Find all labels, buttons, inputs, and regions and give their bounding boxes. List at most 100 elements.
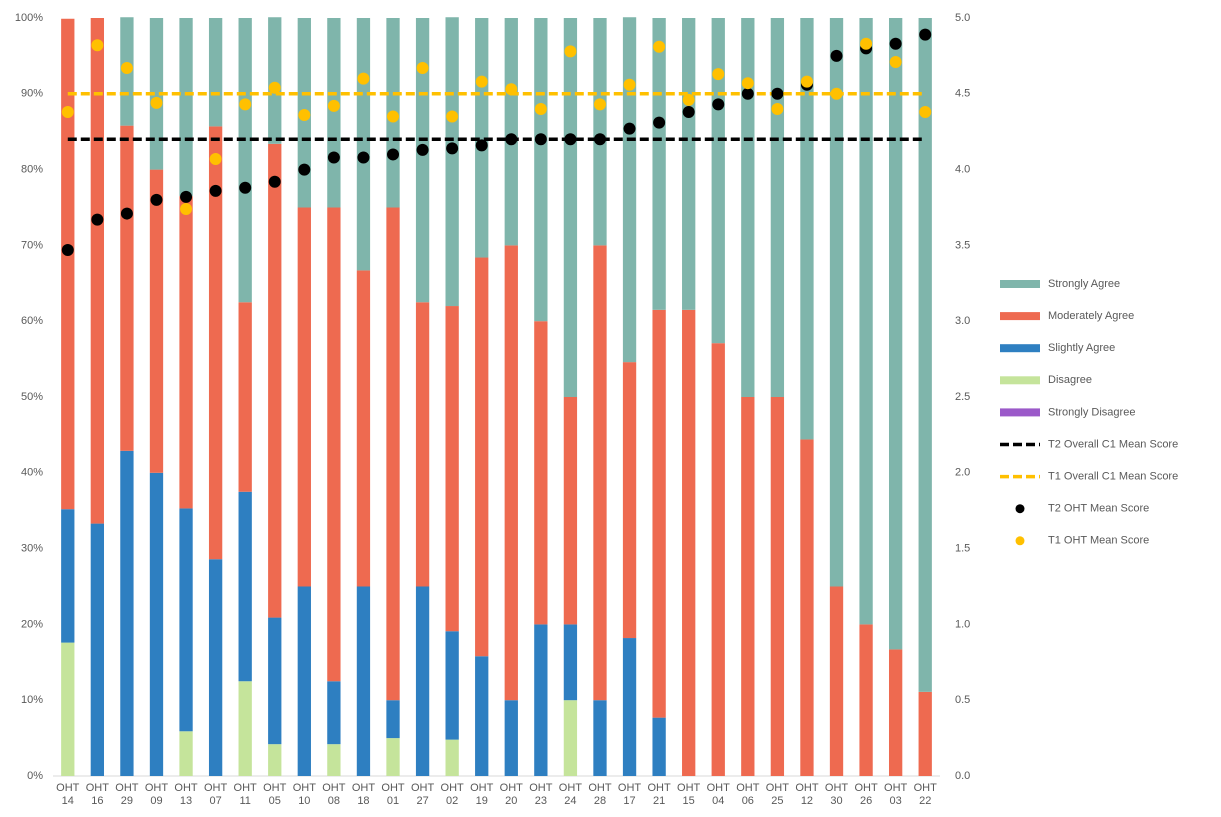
x-tick-label: OHT 03 [884, 782, 908, 807]
mean-dot [357, 151, 370, 164]
mean-dot [150, 96, 163, 109]
mean-dot [268, 81, 281, 94]
x-tick-label-box: OHT 10 [292, 782, 316, 807]
mean-dot [61, 105, 74, 118]
bar-segment [475, 257, 489, 657]
bar-segment [445, 17, 459, 307]
legend-label: T2 OHT Mean Score [1048, 503, 1149, 515]
y2-tick-label: 1.0 [955, 618, 970, 630]
mean-dot [239, 181, 252, 194]
x-tick-label: OHT 27 [410, 782, 435, 807]
mean-dot [564, 133, 577, 146]
mean-dot [120, 207, 133, 220]
x-tick-label-box: OHT 27 [410, 782, 435, 807]
mean-dot [209, 152, 222, 165]
x-tick-label-box: OHT 26 [854, 782, 877, 807]
mean-dot [623, 78, 636, 91]
x-tick-label-box: OHT 22 [913, 782, 937, 807]
x-tick-label: OHT 09 [144, 782, 169, 807]
x-tick-label-box: OHT 02 [440, 782, 464, 807]
bar-segment [327, 18, 341, 208]
mean-dot [712, 68, 725, 81]
mean-dot [800, 75, 813, 88]
x-tick-label: OHT 07 [203, 782, 228, 807]
bar-segment [829, 18, 844, 587]
bar-segment [682, 18, 696, 310]
y2-tick-label: 1.5 [955, 543, 970, 555]
bar-segment [327, 207, 341, 682]
legend-label: T1 OHT Mean Score [1048, 535, 1149, 547]
bar-segment [327, 744, 341, 776]
bar-segment [61, 509, 75, 643]
x-tick-label: OHT 24 [558, 782, 583, 807]
bar-segment [593, 245, 607, 701]
mean-dot [150, 193, 163, 206]
x-tick-label: OHT 28 [588, 782, 612, 807]
legend-swatch [1015, 504, 1025, 514]
bar-segment [622, 17, 637, 363]
bar-segment [327, 681, 341, 745]
bar-segment [711, 343, 725, 776]
bar-segment [800, 18, 814, 440]
bar-segment [415, 302, 430, 587]
bar-segment [593, 700, 607, 776]
bar-segment [297, 207, 311, 587]
bar-segment [918, 18, 932, 692]
bar-segment [445, 739, 459, 776]
mean-dot [268, 175, 281, 188]
x-tick-label-box: OHT 18 [352, 782, 375, 807]
mean-dot [357, 72, 370, 85]
y2-tick-label: 5.0 [955, 12, 970, 24]
bar-segment [445, 631, 459, 740]
bar-segment [593, 18, 607, 246]
mean-dot [830, 87, 843, 100]
x-tick-label-box: OHT 25 [766, 782, 789, 807]
legend-swatch [1000, 344, 1040, 353]
legend-label: Slightly Agree [1048, 342, 1115, 354]
mean-dot [505, 83, 518, 96]
bar-segment [386, 700, 400, 739]
bar-segment [238, 18, 252, 303]
mean-dot [298, 109, 311, 122]
x-tick-label: OHT 17 [617, 782, 642, 807]
mean-dot [771, 102, 784, 115]
bar-segment [415, 586, 430, 776]
bar-segment [120, 450, 134, 776]
mean-dot [298, 163, 311, 176]
bar-segment [208, 126, 223, 560]
mean-dot [61, 243, 74, 256]
bar-segment [179, 196, 193, 509]
bar-segment [563, 18, 578, 397]
mean-dot [741, 77, 754, 90]
x-tick-label: OHT 21 [647, 782, 671, 807]
x-tick-label-box: OHT 07 [203, 782, 228, 807]
bar-segment [179, 731, 193, 776]
bar-segment [61, 642, 75, 776]
bar-segment [90, 523, 105, 776]
mean-dot [741, 87, 754, 100]
x-tick-label-box: OHT 01 [381, 782, 404, 807]
bar-segment [268, 17, 282, 144]
x-tick-label: OHT 02 [440, 782, 464, 807]
x-tick-label: OHT 10 [292, 782, 316, 807]
mean-dot [593, 133, 606, 146]
legend-label: T1 Overall C1 Mean Score [1048, 471, 1178, 483]
x-tick-label: OHT 22 [913, 782, 937, 807]
bar-segment [652, 18, 666, 310]
bar-segment [415, 18, 430, 303]
y-tick-label: 90% [21, 88, 43, 100]
mean-dot [475, 75, 488, 88]
bar-segment [800, 439, 814, 776]
x-tick-label-box: OHT 16 [86, 782, 109, 807]
bar-segment [888, 18, 903, 650]
x-tick-label-box: OHT 08 [322, 782, 346, 807]
x-tick-label-box: OHT 12 [795, 782, 818, 807]
x-tick-label: OHT 29 [115, 782, 139, 807]
bar-segment [445, 306, 459, 632]
y-tick-label: 20% [21, 618, 43, 630]
x-tick-label: OHT 08 [322, 782, 346, 807]
x-tick-label-box: OHT 03 [884, 782, 908, 807]
legend-swatch [1015, 536, 1025, 546]
mean-dot [180, 203, 193, 216]
